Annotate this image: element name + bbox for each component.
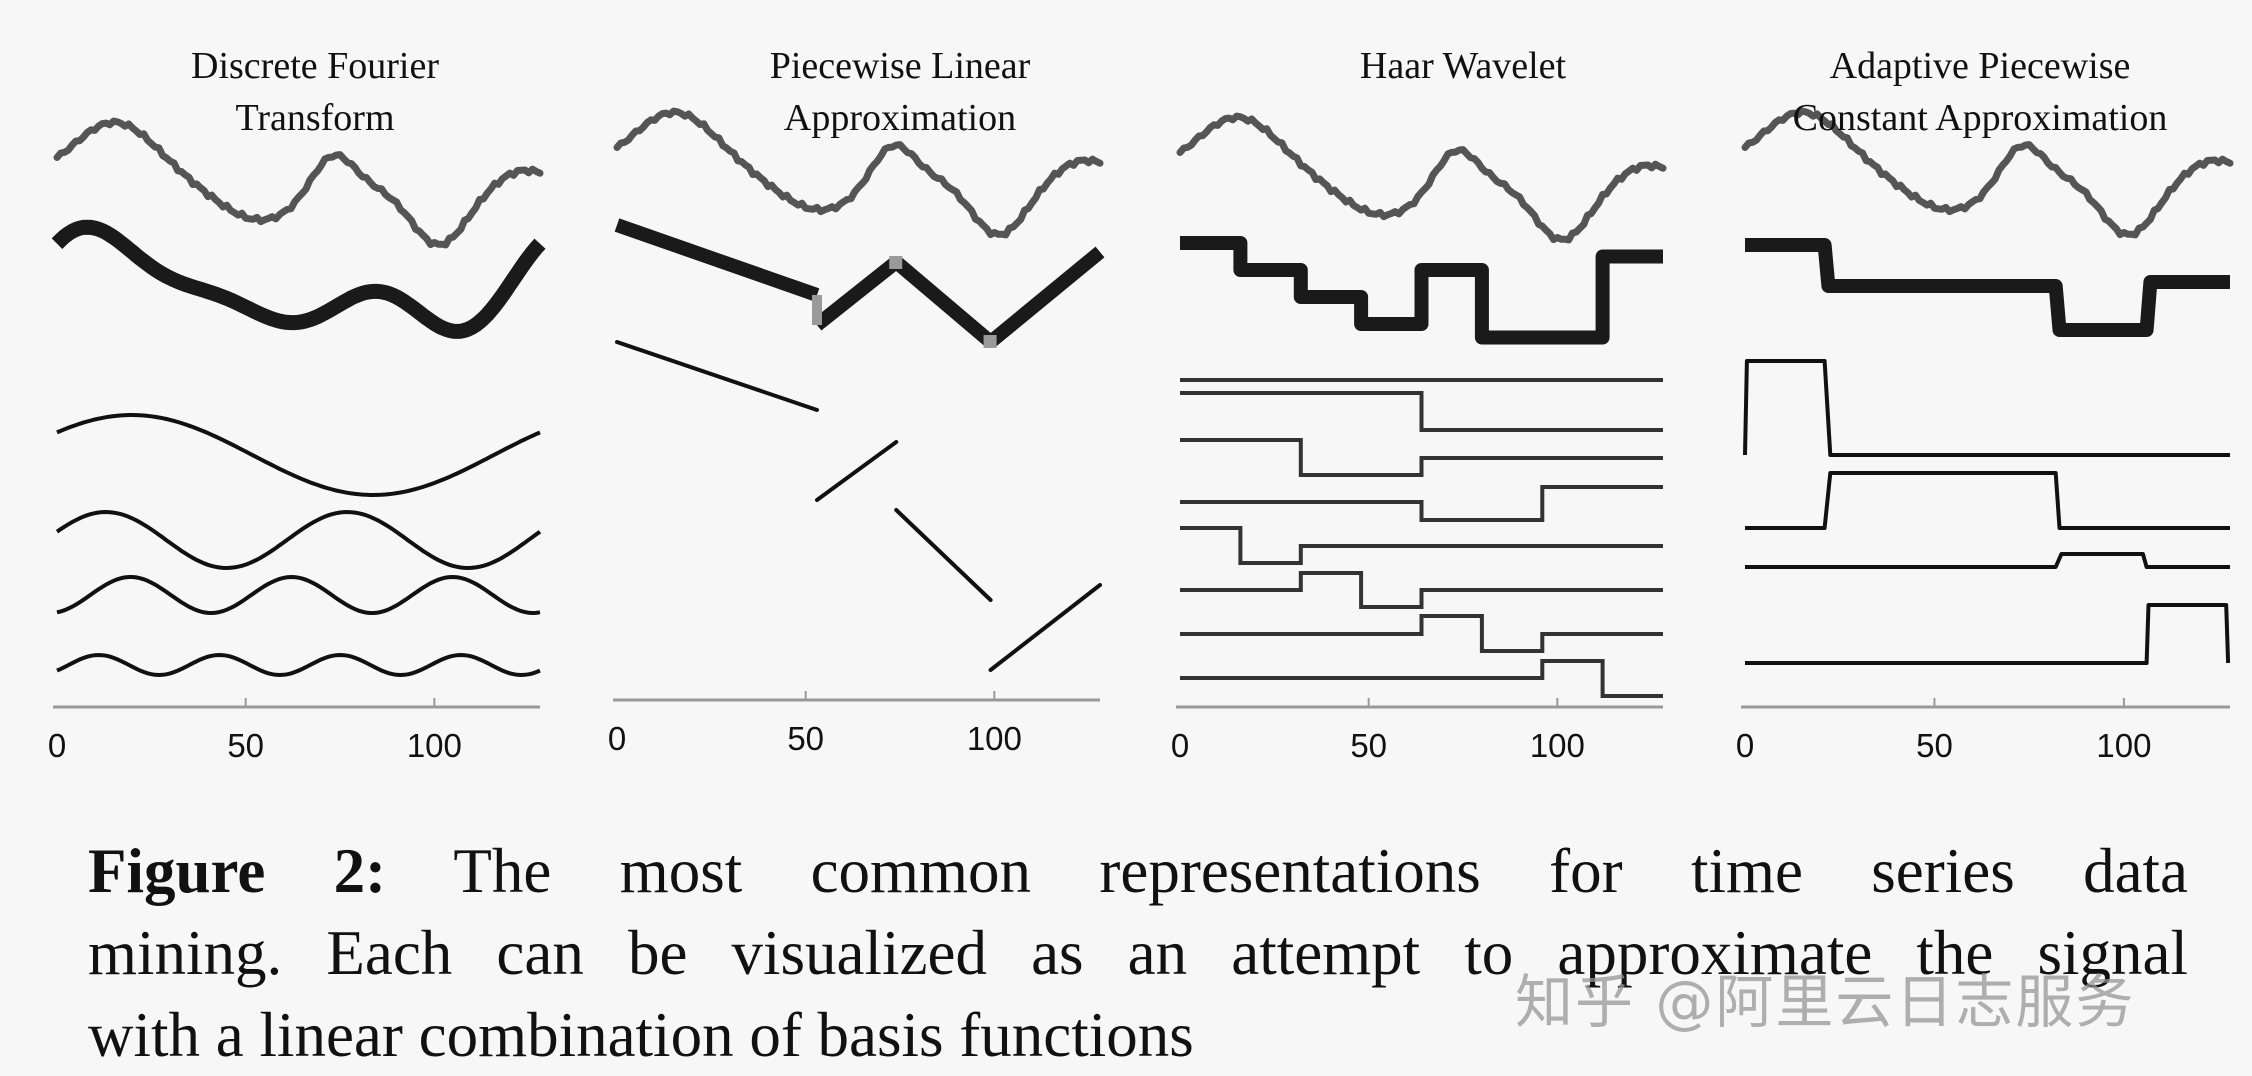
title-apca: Adaptive Piecewise Constant Approximatio…: [1740, 40, 2220, 144]
watermark-text: 知乎 @阿里云日志服务: [1515, 968, 2136, 1036]
x-tick-label: 50: [1350, 727, 1387, 764]
apca-basis-2: [1745, 471, 2230, 530]
x-tick-label: 0: [48, 727, 66, 764]
figure-caption: Figure 2: The most common representation…: [88, 830, 2188, 1076]
original-signal-line: [1176, 112, 1667, 244]
pla-basis-line-3: [894, 508, 993, 602]
title-apca-line1: Adaptive Piecewise: [1829, 45, 2131, 87]
title-pla: Piecewise Linear Approximation: [730, 40, 1070, 144]
original-signal-line: [53, 117, 544, 249]
x-tick-label: 0: [608, 720, 626, 757]
pla-segment-4: [986, 246, 1105, 348]
panel-apca: 0 50 100: [1736, 107, 2234, 764]
haar-approximation-line: [1180, 236, 1663, 345]
title-dft-line2: Transform: [235, 97, 395, 139]
x-tick-label: 100: [967, 720, 1022, 757]
haar-basis-3: [1180, 485, 1663, 522]
caption-line-1-text: The most common representations for time…: [453, 836, 2188, 906]
title-haar-line1: Haar Wavelet: [1359, 45, 1567, 87]
title-apca-line2: Constant Approximation: [1792, 97, 2168, 139]
figure-canvas: 0 50 100 0 50 100 0 50 100 0 50 100: [48, 107, 2234, 764]
pla-segment-2: [812, 256, 901, 331]
apca-basis-4: [1745, 603, 2231, 665]
caption-line-3: with a linear combination of basis funct…: [88, 1000, 1194, 1070]
haar-basis-4: [1180, 526, 1663, 565]
haar-basis-7: [1180, 659, 1663, 698]
x-tick-label: 50: [1916, 727, 1953, 764]
haar-basis-6: [1180, 614, 1663, 653]
dft-basis-sinusoid-3: [56, 574, 541, 616]
caption-line-1: Figure 2: The most common representation…: [88, 830, 2188, 912]
title-haar: Haar Wavelet: [1313, 40, 1613, 92]
pla-joint-2: [889, 256, 903, 269]
x-tick-label: 100: [1530, 727, 1585, 764]
title-pla-line2: Approximation: [783, 97, 1017, 139]
haar-basis-1: [1180, 391, 1663, 432]
title-dft-line1: Discrete Fourier: [191, 45, 439, 87]
panel-dft: 0 50 100: [48, 117, 546, 764]
pla-basis-line-4: [988, 583, 1102, 672]
caption-label: Figure 2:: [88, 836, 387, 906]
panel-haar: 0 50 100: [1171, 112, 1667, 764]
pla-joint-3: [983, 335, 997, 348]
original-signal-line: [1741, 107, 2234, 239]
panel-pla: 0 50 100: [608, 107, 1105, 757]
x-tick-label: 50: [227, 727, 264, 764]
title-dft: Discrete Fourier Transform: [165, 40, 465, 144]
apca-approximation-line: [1745, 238, 2230, 337]
dft-basis-sinusoid-1: [56, 413, 541, 497]
original-signal-line: [613, 107, 1104, 239]
caption-line-2: mining. Each can be visualized as an att…: [88, 918, 2188, 988]
x-tick-label: 0: [1171, 727, 1189, 764]
x-tick-label: 100: [407, 727, 462, 764]
x-tick-label: 50: [787, 720, 824, 757]
pla-segment-3: [891, 256, 996, 348]
pla-segment-1: [614, 218, 820, 302]
dft-approximation-line: [51, 219, 546, 339]
x-tick-label: 100: [2096, 727, 2151, 764]
haar-basis-5: [1180, 571, 1663, 609]
apca-basis-1: [1743, 359, 2230, 457]
x-tick-label: 0: [1736, 727, 1754, 764]
title-pla-line1: Piecewise Linear: [769, 45, 1031, 87]
apca-basis-3: [1745, 552, 2230, 569]
pla-basis-line-2: [814, 440, 899, 502]
dft-basis-sinusoid-2: [55, 509, 542, 571]
haar-basis-2: [1180, 438, 1663, 477]
pla-basis-line-1: [615, 340, 819, 412]
dft-basis-sinusoid-4: [56, 652, 541, 678]
